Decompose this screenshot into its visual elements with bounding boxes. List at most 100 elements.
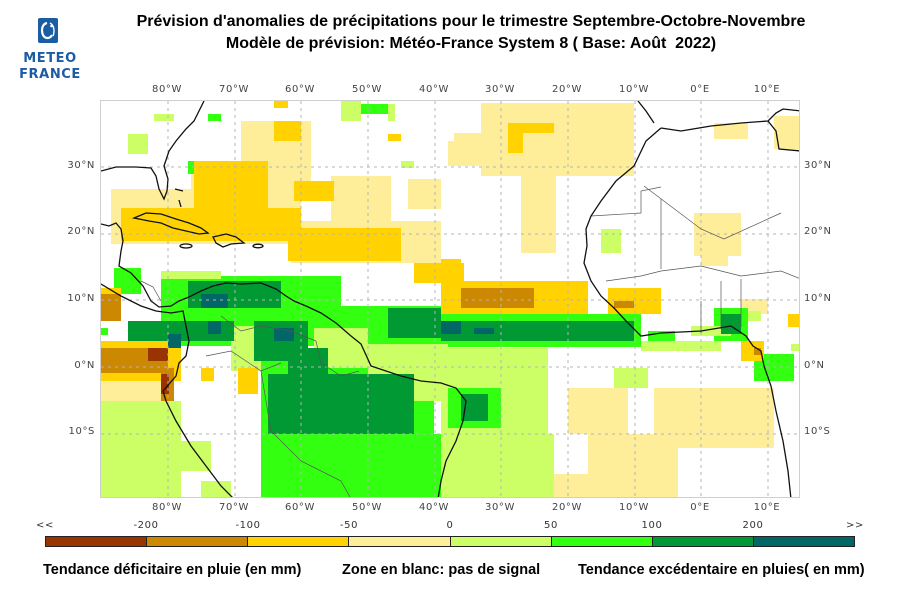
anomaly-cell	[461, 288, 534, 308]
anomaly-cell	[701, 256, 728, 266]
anomaly-cell	[388, 134, 401, 141]
lon-label-bottom: 30°W	[484, 502, 516, 513]
anomaly-cell	[748, 311, 761, 321]
lon-label-top: 40°W	[418, 84, 450, 95]
country-borders	[140, 185, 799, 497]
lon-label-bottom: 80°W	[151, 502, 183, 513]
anomaly-cell	[294, 181, 334, 201]
yucatan-coast	[101, 222, 124, 252]
anomaly-cell	[448, 141, 481, 166]
anomaly-cells-layer	[101, 101, 799, 497]
anomaly-cell	[521, 176, 556, 253]
colorbar-segment	[46, 537, 148, 546]
lon-label-bottom: 50°W	[351, 502, 383, 513]
lon-label-bottom: 0°E	[690, 502, 710, 513]
lon-label-top: 10°W	[618, 84, 650, 95]
colorbar-segment	[551, 537, 653, 546]
anomaly-cell	[754, 348, 761, 355]
anomaly-cell	[168, 334, 181, 348]
colorbar-segment	[753, 537, 854, 546]
anomaly-cell	[128, 134, 148, 154]
anomaly-cell	[441, 434, 554, 497]
anomaly-cell	[474, 328, 494, 334]
anomaly-cell	[791, 344, 799, 351]
lat-label-right: 0°N	[804, 360, 825, 371]
anomaly-cell	[194, 161, 268, 228]
anomaly-cell	[641, 341, 721, 351]
colorbar-tick: >>	[846, 520, 864, 531]
chart-title: Prévision d'anomalies de précipitations …	[136, 13, 806, 30]
anomaly-cell	[441, 259, 461, 276]
lat-label-right: 30°N	[804, 160, 832, 171]
lon-label-bottom: 40°W	[418, 502, 450, 513]
anomaly-cell	[568, 388, 628, 434]
lon-label-top: 0°E	[690, 84, 710, 95]
anomaly-cell	[201, 481, 231, 497]
anomaly-cell	[614, 301, 634, 308]
anomaly-cell	[788, 314, 799, 327]
anomaly-cell	[274, 101, 288, 108]
anomaly-cell	[201, 368, 214, 381]
south-america-pacific-coast	[101, 283, 233, 497]
lat-label-left: 10°N	[67, 293, 95, 304]
jamaica	[179, 243, 193, 249]
chart-subtitle: Modèle de prévision: Météo-France System…	[225, 35, 717, 52]
colorbar-tick: -50	[339, 520, 359, 531]
south-america-north-coast	[118, 250, 467, 497]
anomaly-cell	[268, 374, 414, 434]
coastlines	[101, 101, 799, 497]
lat-label-left: 30°N	[67, 160, 95, 171]
anomaly-cell	[161, 271, 221, 279]
anomaly-cell	[508, 133, 523, 153]
anomaly-cell	[341, 101, 361, 121]
anomaly-cell	[238, 368, 258, 394]
africa-atlantic-coast	[583, 127, 792, 497]
anomaly-cell	[208, 114, 221, 121]
colorbar-tick: 0	[446, 520, 454, 531]
anomaly-cell	[601, 229, 621, 253]
anomaly-cell	[148, 348, 168, 361]
anomaly-cell	[614, 368, 648, 388]
map-overlay-layer	[101, 101, 799, 497]
lon-label-bottom: 60°W	[284, 502, 316, 513]
lon-label-top: 30°W	[484, 84, 516, 95]
colorbar-segment	[147, 537, 249, 546]
cuba	[131, 212, 210, 235]
colorbar-segment	[349, 537, 451, 546]
caption-excess: Tendance excédentaire en pluies( en mm)	[578, 562, 865, 578]
anomaly-cell	[274, 121, 301, 141]
anomaly-cell	[161, 374, 169, 394]
anomaly-cell	[128, 321, 234, 341]
colorbar-tick: 50	[544, 520, 558, 531]
anomaly-cell	[154, 114, 174, 121]
anomaly-cell	[691, 326, 731, 336]
lon-label-top: 20°W	[551, 84, 583, 95]
colorbar-segment	[248, 537, 350, 546]
anomaly-cell	[481, 103, 634, 176]
lon-label-top: 70°W	[218, 84, 250, 95]
anomaly-cell	[508, 123, 554, 133]
colorbar-tick: 100	[641, 520, 663, 531]
anomaly-cell	[648, 331, 675, 341]
lat-label-left: 10°S	[68, 426, 95, 437]
anomaly-cell	[388, 308, 441, 338]
hispaniola	[212, 233, 246, 248]
lat-label-left: 0°N	[74, 360, 95, 371]
lat-label-right: 10°S	[804, 426, 831, 437]
anomaly-cell	[714, 123, 748, 139]
florida-coast	[101, 101, 205, 201]
anomaly-cell	[441, 321, 461, 334]
lon-label-bottom: 10°E	[753, 502, 781, 513]
colorbar-segment	[652, 537, 754, 546]
lon-label-top: 80°W	[151, 84, 183, 95]
colorbar-tick: -100	[235, 520, 261, 531]
puerto-rico	[252, 243, 264, 249]
anomaly-cell	[368, 434, 451, 497]
colorbar	[45, 536, 855, 547]
lat-label-left: 20°N	[67, 226, 95, 237]
anomaly-cell	[331, 176, 391, 221]
logo-text-france: FRANCE	[19, 67, 81, 82]
anomaly-cell	[388, 104, 395, 121]
lon-label-bottom: 70°W	[218, 502, 250, 513]
anomaly-cell	[101, 294, 121, 321]
